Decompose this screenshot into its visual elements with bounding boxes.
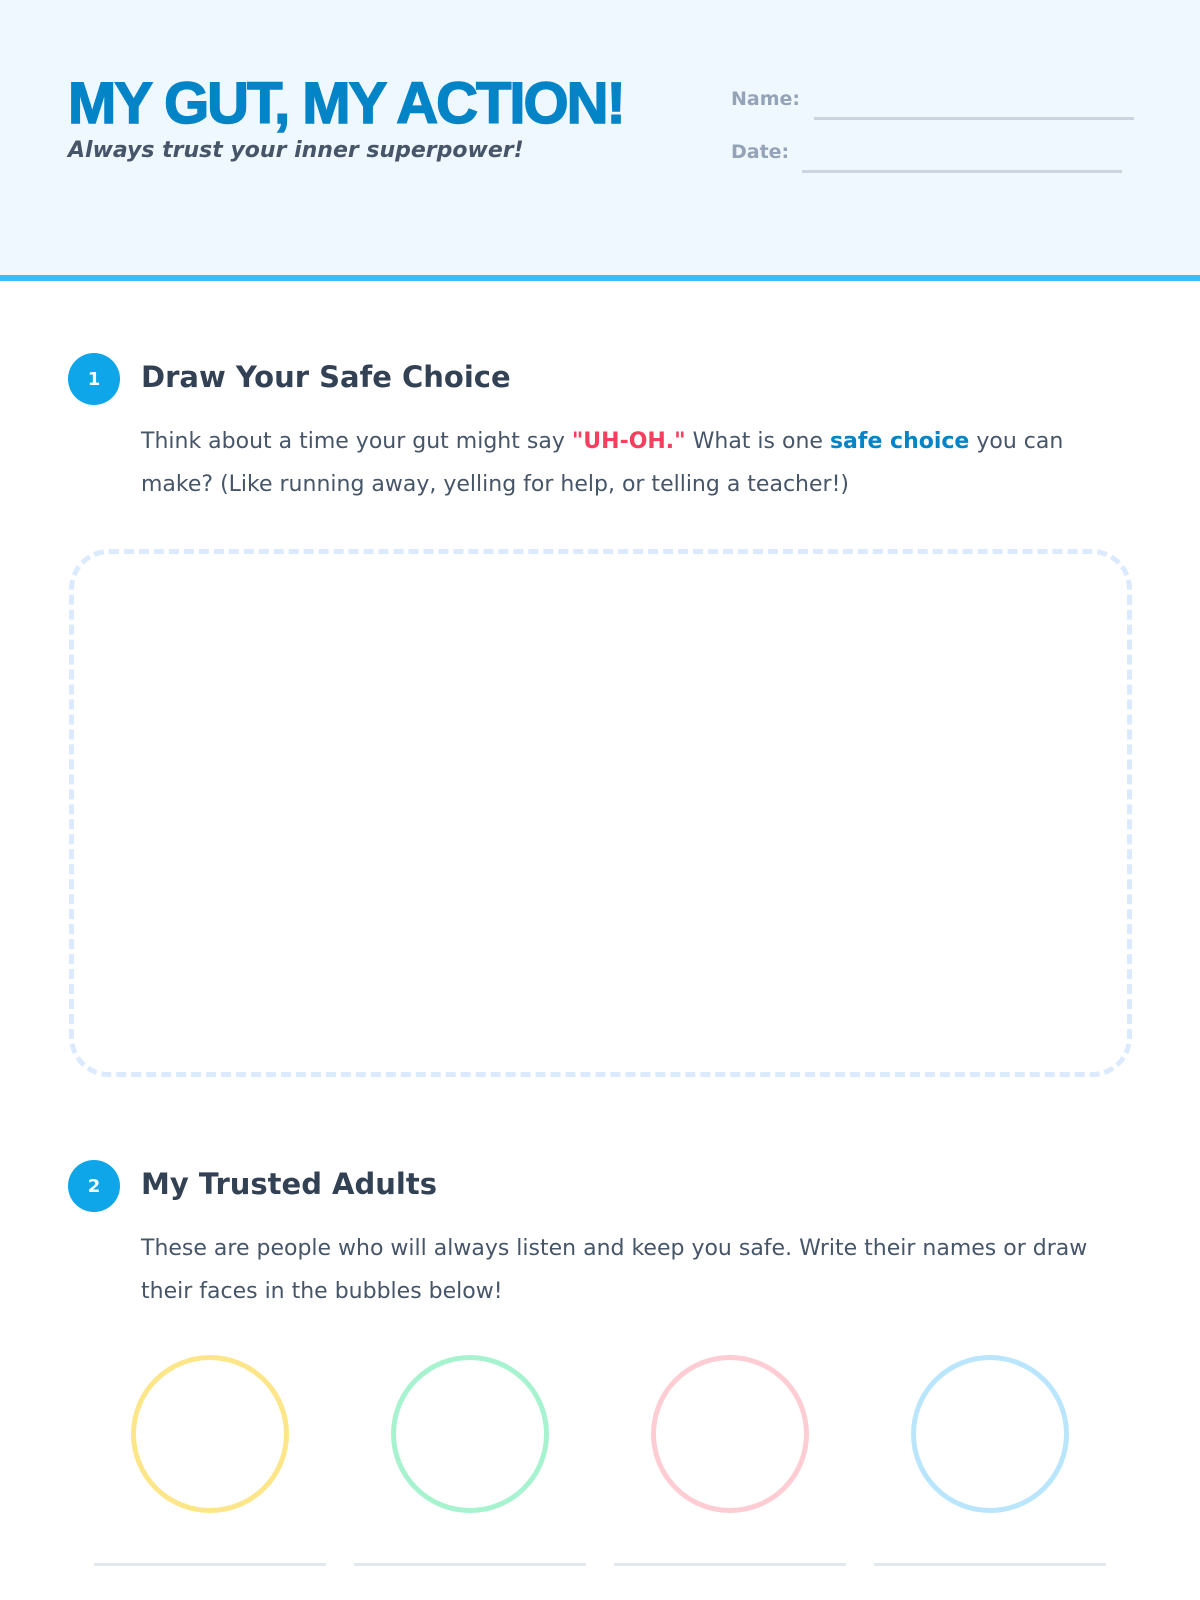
section-number-badge: 2 (68, 1160, 120, 1212)
trusted-adult-name-line[interactable] (614, 1563, 846, 1566)
page-title: MY GUT, MY ACTION! (67, 70, 626, 137)
instruction-text: What is one (685, 429, 830, 454)
page-subtitle: Always trust your inner superpower! (68, 138, 524, 163)
trusted-adult-name-line[interactable] (874, 1563, 1106, 1566)
date-field[interactable] (802, 170, 1122, 173)
section-number-badge: 1 (68, 353, 120, 405)
worksheet-header: MY GUT, MY ACTION! Always trust your inn… (0, 0, 1200, 281)
uh-oh-highlight: "UH-OH." (571, 429, 686, 454)
safe-choice-highlight: safe choice (829, 429, 970, 454)
trusted-adult-bubble[interactable] (391, 1355, 549, 1513)
section-instructions: These are people who will always listen … (141, 1236, 1088, 1304)
drawing-area[interactable] (69, 549, 1132, 1077)
name-label: Name: (731, 88, 801, 110)
trusted-adult-name-line[interactable] (94, 1563, 326, 1566)
section-title: Draw Your Safe Choice (141, 360, 511, 394)
name-field[interactable] (814, 117, 1134, 120)
trusted-adult-bubble[interactable] (651, 1355, 809, 1513)
trusted-adult-name-line[interactable] (354, 1563, 586, 1566)
section-title: My Trusted Adults (141, 1167, 437, 1201)
section-instructions: Think about a time your gut might say "U… (141, 420, 1131, 506)
trusted-adult-bubble[interactable] (131, 1355, 289, 1513)
trusted-adult-bubble[interactable] (911, 1355, 1069, 1513)
instruction-text: you can make? (Like running away, yellin… (141, 429, 1064, 497)
date-label: Date: (731, 141, 790, 163)
instruction-text: Think about a time your gut might say (141, 429, 572, 454)
